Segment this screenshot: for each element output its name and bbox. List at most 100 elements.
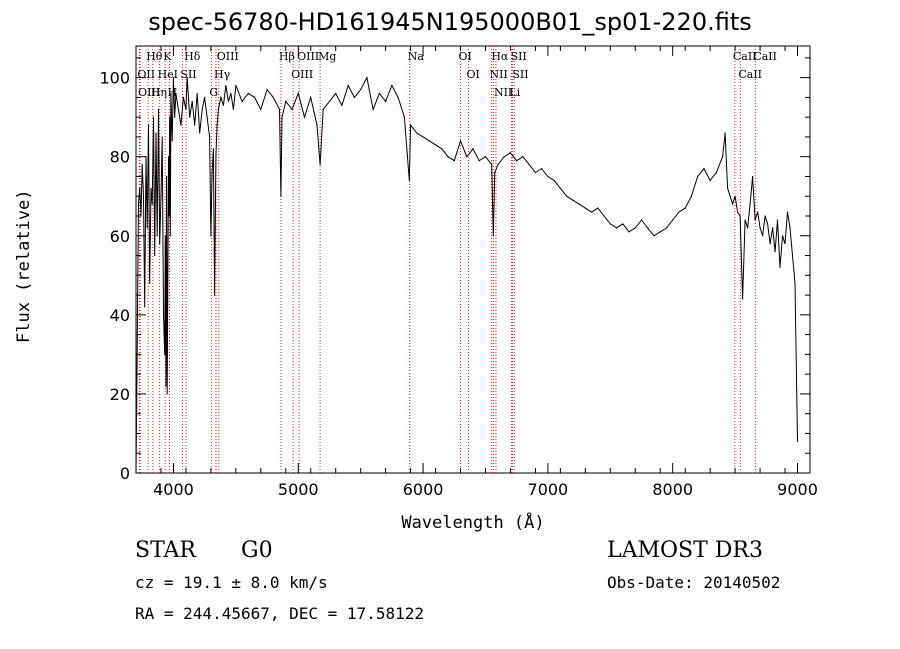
subclass-label: G0: [241, 538, 273, 563]
line-marker-label-11: G: [209, 86, 218, 99]
flux-point: [227, 100, 229, 102]
flux-point: [209, 136, 211, 138]
flux-point: [737, 211, 739, 213]
flux-point: [285, 100, 287, 102]
flux-point: [152, 116, 155, 118]
flux-point: [166, 393, 168, 395]
flux-point: [247, 92, 249, 95]
flux-point: [503, 156, 505, 158]
flux-point: [149, 282, 151, 284]
flux-point: [779, 266, 781, 269]
flux-point: [428, 140, 430, 142]
y-tick-label-5: 100: [99, 69, 130, 88]
flux-point: [466, 156, 468, 158]
flux-point: [759, 227, 761, 229]
survey-label: LAMOST DR3: [607, 538, 763, 563]
flux-point: [216, 124, 218, 126]
flux-point: [727, 187, 729, 189]
flux-point: [137, 203, 140, 205]
flux-point: [164, 235, 166, 237]
flux-point: [647, 227, 649, 229]
flux-point: [144, 306, 146, 308]
flux-point: [739, 215, 741, 217]
flux-point: [453, 160, 455, 162]
line-marker-label-8: SII: [180, 68, 196, 81]
flux-point: [640, 219, 643, 221]
flux-point: [139, 187, 141, 189]
line-marker-label-20: NII: [489, 68, 507, 81]
obs-date-text: Obs-Date: 20140502: [607, 573, 781, 592]
flux-point: [494, 171, 496, 174]
flux-point: [150, 187, 152, 189]
flux-point: [678, 211, 680, 213]
line-marker-label-15: Mg: [318, 50, 336, 63]
flux-point: [194, 124, 196, 126]
flux-point: [615, 227, 618, 229]
flux-point: [378, 92, 380, 95]
flux-point: [484, 156, 487, 158]
line-marker-label-13: OIII: [291, 68, 313, 81]
flux-point: [715, 171, 717, 174]
flux-point: [155, 132, 157, 134]
flux-point: [749, 203, 751, 205]
flux-point: [409, 124, 412, 126]
flux-point: [478, 160, 480, 162]
line-marker-label-21: NII: [494, 86, 512, 99]
line-marker-label-16: Na: [408, 50, 425, 63]
line-marker-label-7: Hδ: [184, 50, 201, 63]
flux-point: [553, 179, 555, 182]
flux-point: [397, 96, 399, 98]
flux-point: [622, 223, 624, 225]
flux-point: [167, 156, 170, 158]
flux-point: [703, 167, 705, 170]
flux-point: [628, 231, 630, 233]
flux-point: [162, 314, 165, 316]
flux-point: [590, 211, 593, 213]
flux-point: [672, 219, 674, 221]
flux-point: [196, 92, 198, 95]
flux-point: [151, 203, 153, 205]
flux-point: [141, 164, 143, 166]
flux-point: [722, 156, 724, 158]
flux-point: [609, 223, 611, 225]
flux-point: [291, 108, 293, 110]
flux-point: [159, 243, 161, 245]
radec-text: RA = 244.45667, DEC = 17.58122: [135, 604, 424, 623]
flux-point: [709, 179, 711, 182]
flux-point: [215, 156, 217, 158]
flux-point: [597, 207, 599, 209]
x-tick-label-5: 9000: [777, 480, 818, 499]
y-tick-label-3: 60: [110, 227, 130, 246]
flux-point: [272, 96, 274, 98]
flux-point: [774, 250, 776, 253]
line-marker-label-9: OIII: [217, 50, 239, 63]
flux-point: [653, 235, 655, 237]
flux-point: [472, 148, 474, 150]
x-axis-label: Wavelength (Å): [401, 511, 544, 533]
flux-point: [319, 164, 321, 166]
flux-point: [791, 254, 794, 257]
flux-point: [372, 108, 374, 110]
flux-point: [217, 108, 219, 110]
flux-point: [634, 227, 636, 229]
flux-point: [322, 108, 324, 110]
flux-point: [754, 219, 756, 221]
flux-point: [165, 175, 168, 178]
flux-point: [310, 96, 312, 98]
flux-point: [260, 108, 262, 110]
y-tick-label-4: 80: [110, 148, 130, 167]
flux-point: [353, 96, 356, 98]
flux-point: [541, 167, 543, 170]
flux-point: [186, 77, 188, 79]
flux-point: [789, 227, 791, 229]
line-marker-label-12: Hβ: [279, 50, 295, 63]
flux-point: [266, 88, 268, 91]
flux-point: [697, 175, 699, 178]
line-marker-label-25: CaII: [733, 50, 757, 63]
x-tick-label-4: 8000: [652, 480, 693, 499]
flux-point: [185, 108, 187, 110]
flux-point: [391, 84, 393, 87]
flux-point: [786, 211, 789, 213]
line-markers: [138, 46, 756, 473]
flux-point: [147, 124, 150, 126]
